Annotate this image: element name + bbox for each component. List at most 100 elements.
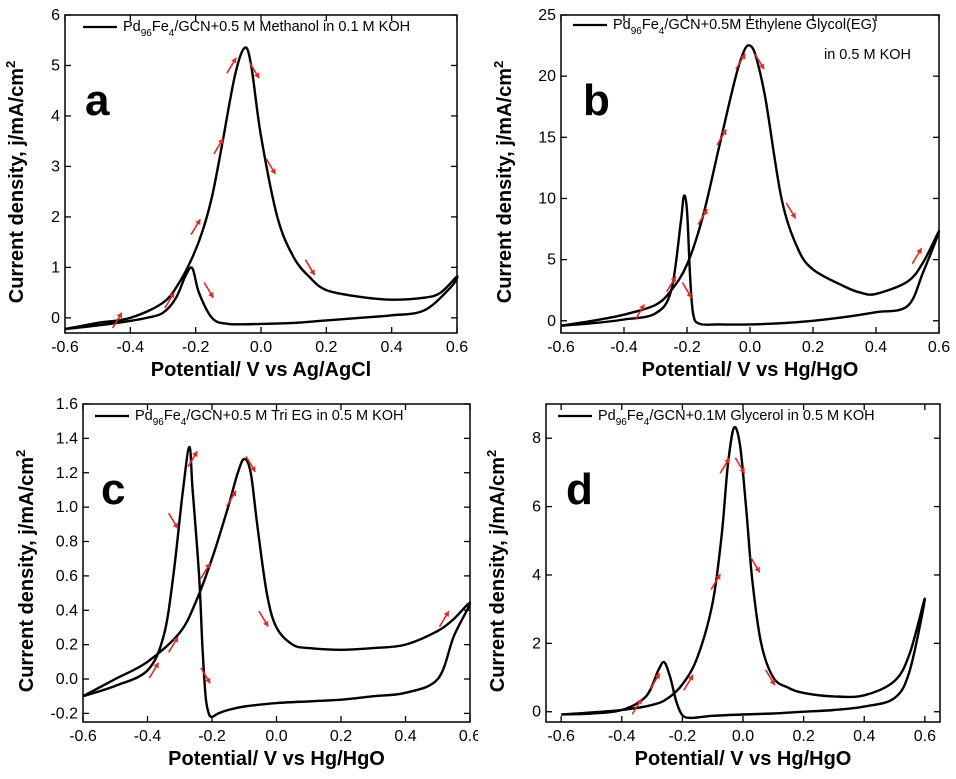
x-tick-label: -0.2 [673, 339, 701, 356]
direction-arrow-head [263, 620, 269, 627]
direction-arrow-head [208, 291, 214, 298]
direction-arrow-head [702, 209, 708, 215]
direction-arrow-head [739, 467, 745, 474]
x-tick-label: -0.2 [182, 339, 210, 356]
y-tick-label: 0.8 [56, 534, 78, 551]
x-tick-label: 0.6 [459, 728, 478, 745]
direction-arrow-head [670, 276, 676, 283]
direction-arrow [634, 304, 646, 321]
direction-arrow-head [740, 53, 746, 60]
direction-arrow [167, 636, 179, 653]
y-tick-label: 3 [51, 158, 60, 175]
direction-arrow [111, 312, 123, 329]
x-tick-label: 0.4 [394, 728, 416, 745]
panel-letter: b [583, 76, 610, 125]
cv-curve [560, 44, 941, 327]
y-tick-label: 1.4 [56, 430, 78, 447]
direction-arrow [697, 208, 709, 225]
direction-arrow [200, 562, 211, 579]
y-tick-label: 6 [51, 7, 60, 24]
y-tick-label: 4 [532, 567, 541, 584]
y-axis-label: Current density, j/mA/cm2 [13, 450, 38, 692]
legend-text: Pd96Fe4/GCN+0.1M Glycerol in 0.5 M KOH [598, 408, 875, 428]
direction-arrow-head [250, 466, 256, 472]
direction-arrow [911, 247, 923, 265]
y-tick-label: 1.2 [56, 465, 78, 482]
x-tick-label: 0.6 [446, 339, 468, 356]
y-axis-label: Current density, j/mA/cm2 [491, 61, 516, 303]
cv-curve [64, 46, 459, 331]
direction-arrow-head [192, 451, 198, 458]
x-tick-label: 0.2 [330, 728, 352, 745]
direction-arrow [226, 57, 237, 74]
direction-arrow [167, 512, 179, 530]
direction-arrow [665, 275, 677, 293]
direction-arrow [258, 610, 269, 627]
direction-arrow-head [205, 677, 211, 684]
y-tick-label: 1.6 [56, 396, 78, 413]
x-tick-label: -0.2 [198, 728, 226, 745]
direction-arrow-head [172, 636, 178, 643]
direction-arrow-head [715, 574, 721, 580]
direction-arrow-head [153, 662, 159, 669]
direction-arrow [681, 282, 693, 299]
x-tick-label: -0.4 [117, 339, 145, 356]
y-tick-label: 0.2 [56, 637, 78, 654]
direction-arrow [213, 138, 224, 155]
legend-text: Pd96Fe4/GCN+0.5 M Methanol in 0.1 M KOH [123, 19, 410, 39]
y-tick-label: 0 [51, 310, 60, 327]
direction-arrow-head [205, 563, 211, 569]
x-axis-label: Potential/ V vs Hg/HgO [642, 359, 859, 381]
direction-arrow [749, 556, 761, 573]
direction-arrow [190, 218, 201, 236]
panel-a-chart: -0.6 -0.4 -0.2 0.0 0.2 0.4 0.6 0 1 2 3 4 5 6 Potential… [3, 7, 468, 381]
direction-arrow-head [687, 674, 694, 681]
x-axis-label: Potential/ V vs Ag/AgCl [151, 359, 371, 381]
direction-arrow-head [916, 248, 922, 255]
plot-frame [545, 403, 941, 723]
x-tick-label: 0.2 [802, 339, 824, 356]
x-tick-label: -0.4 [608, 728, 636, 745]
direction-arrow [200, 667, 211, 684]
x-tick-label: 0.0 [250, 339, 272, 356]
direction-arrow [148, 662, 160, 679]
panel-d-chart: -0.6 -0.4 -0.2 0.0 0.2 0.4 0.6 0 2 4 6 8 Potential/ … [484, 403, 941, 770]
direction-arrow-head [639, 304, 645, 311]
cv-curve [561, 425, 926, 720]
direction-arrow-head [172, 522, 178, 529]
direction-arrow-head [195, 219, 201, 226]
y-tick-label: 2 [51, 209, 60, 226]
panel-letter: a [85, 76, 110, 125]
panel-letter: c [101, 465, 125, 514]
x-tick-label: -0.4 [610, 339, 638, 356]
cv-curve [82, 445, 472, 718]
x-tick-label: -0.6 [547, 728, 575, 745]
direction-arrow [785, 202, 797, 219]
direction-arrow-head [769, 679, 775, 686]
x-tick-label: -0.6 [69, 728, 97, 745]
y-tick-label: 25 [538, 7, 556, 24]
direction-arrow-head [253, 72, 260, 79]
direction-arrow-head [169, 292, 175, 299]
direction-arrow-head [636, 698, 642, 705]
direction-arrow-head [686, 292, 692, 298]
direction-arrow-head [758, 63, 765, 70]
x-tick-label: 0.0 [739, 339, 761, 356]
y-tick-label: 5 [51, 57, 60, 74]
direction-arrow-head [218, 138, 224, 145]
x-tick-label: 0.6 [928, 339, 950, 356]
y-axis-label: Current density, j/mA/cm2 [3, 61, 28, 303]
direction-arrow [764, 669, 776, 686]
x-tick-label: 0.2 [792, 728, 814, 745]
direction-arrow [304, 259, 316, 276]
y-tick-label: 5 [547, 252, 556, 269]
direction-arrow [735, 53, 746, 70]
direction-arrow [226, 490, 237, 507]
y-tick-label: 0.6 [56, 568, 78, 585]
y-tick-label: 0.0 [56, 671, 78, 688]
direction-arrow [716, 129, 727, 146]
direction-arrow-head [309, 269, 315, 276]
direction-arrow [631, 698, 643, 715]
x-tick-label: 0.2 [315, 339, 337, 356]
